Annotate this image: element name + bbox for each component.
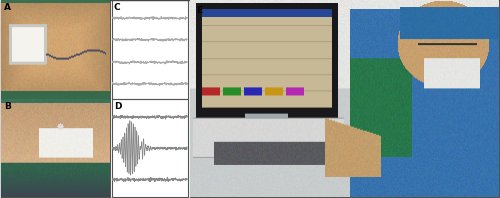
Text: C: C	[114, 3, 120, 12]
Text: A: A	[4, 3, 12, 12]
Bar	[190, 0, 499, 197]
Bar	[1, 0, 110, 99]
Bar	[112, 0, 188, 99]
Bar	[1, 99, 110, 197]
Text: D: D	[114, 102, 122, 111]
Text: B: B	[4, 102, 11, 111]
Text: E: E	[196, 6, 202, 15]
Bar	[112, 99, 188, 197]
